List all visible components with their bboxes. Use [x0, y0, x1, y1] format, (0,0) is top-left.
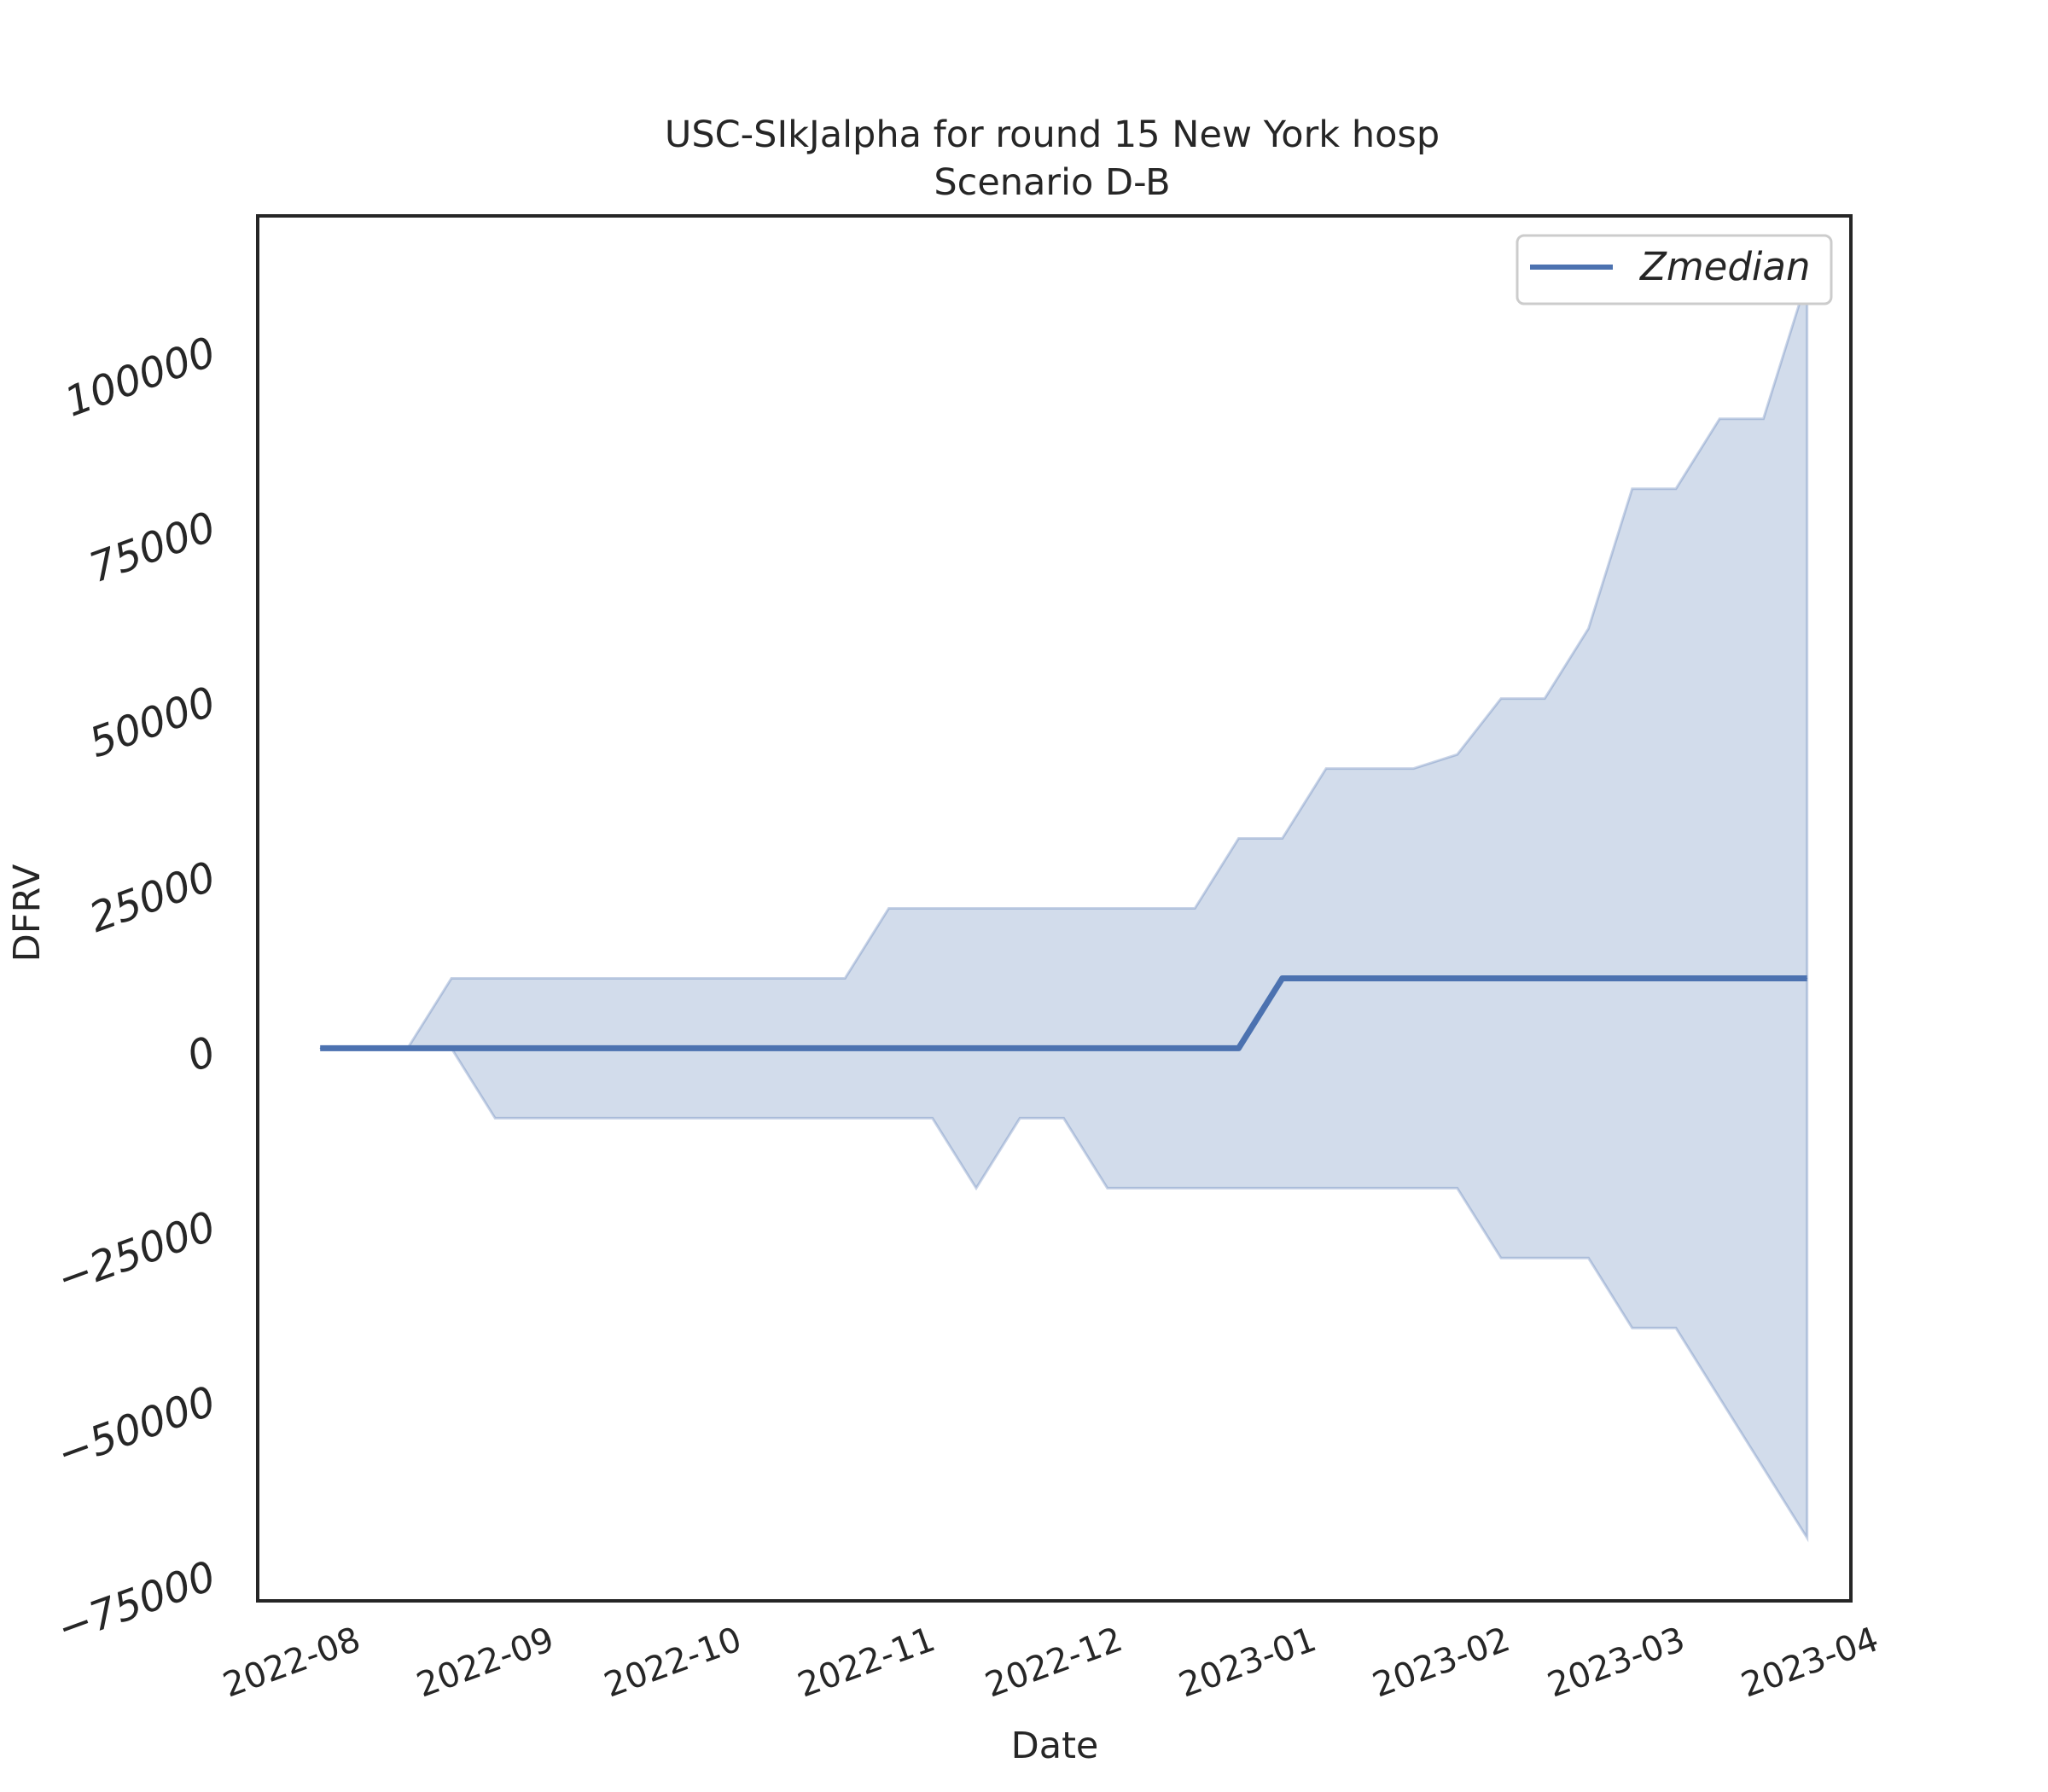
data-point	[800, 1047, 802, 1049]
data-point	[1675, 978, 1677, 979]
data-point	[1325, 978, 1327, 979]
data-point	[1150, 1047, 1152, 1049]
data-point	[932, 1047, 934, 1049]
x-tick-label: 2022-11	[793, 1620, 940, 1705]
data-point	[1588, 978, 1589, 979]
data-point	[319, 1047, 321, 1049]
x-tick-label: 2022-12	[980, 1620, 1128, 1705]
y-tick-label: 50000	[83, 678, 222, 767]
data-point	[494, 1047, 496, 1049]
chart-subtitle: Scenario D-B	[934, 161, 1170, 204]
chart-title: USC-SIkJalpha for round 15 New York hosp	[665, 113, 1440, 156]
x-tick-label: 2023-04	[1737, 1620, 1884, 1705]
x-tick-label: 2023-02	[1368, 1620, 1516, 1705]
data-point	[582, 1047, 584, 1049]
uncertainty-band	[320, 278, 1809, 1543]
y-tick-label: −75000	[51, 1552, 222, 1654]
data-point	[669, 1047, 671, 1049]
legend-box	[1516, 234, 1833, 305]
plot-frame	[256, 214, 1853, 1603]
y-tick-label: −25000	[51, 1202, 222, 1304]
y-axis: −75000 −50000 −25000 0 25000 50000 75000 100000	[51, 328, 222, 1653]
x-tick-label: 2022-08	[218, 1620, 366, 1705]
data-point	[407, 1047, 409, 1049]
y-tick-label: 25000	[83, 852, 222, 942]
y-tick-label: 0	[181, 1027, 222, 1081]
data-point	[1719, 978, 1720, 979]
data-point	[975, 1047, 977, 1049]
data-point	[1282, 978, 1283, 979]
data-point	[1238, 1047, 1239, 1049]
x-tick-label: 2023-01	[1174, 1620, 1322, 1705]
data-point	[844, 1047, 846, 1049]
data-point	[757, 1047, 759, 1049]
x-tick-label: 2022-09	[411, 1620, 559, 1705]
x-tick-label: 2022-10	[599, 1620, 747, 1705]
data-point	[1413, 978, 1414, 979]
data-point	[713, 1047, 714, 1049]
data-point	[625, 1047, 627, 1049]
data-point	[1019, 1047, 1021, 1049]
x-axis: 2022-08 2022-09 2022-10 2022-11 2022-12 2023-…	[218, 1620, 1884, 1705]
y-tick-label: −50000	[51, 1377, 222, 1479]
plot-area	[319, 278, 1809, 1543]
x-tick-label: 2023-03	[1543, 1620, 1690, 1705]
y-axis-label: DFRV	[6, 864, 49, 962]
data-point	[1063, 1047, 1064, 1049]
data-point	[538, 1047, 539, 1049]
legend: Zmedian	[1516, 234, 1833, 305]
y-tick-label: 100000	[59, 328, 222, 426]
data-point	[888, 1047, 889, 1049]
x-axis-label: Date	[1011, 1725, 1099, 1767]
legend-label: Zmedian	[1639, 244, 1811, 289]
data-point	[451, 1047, 452, 1049]
data-point	[1500, 978, 1502, 979]
data-point	[1194, 1047, 1196, 1049]
data-point	[1107, 1047, 1108, 1049]
y-tick-label: 75000	[83, 503, 222, 592]
data-point	[1763, 978, 1764, 979]
